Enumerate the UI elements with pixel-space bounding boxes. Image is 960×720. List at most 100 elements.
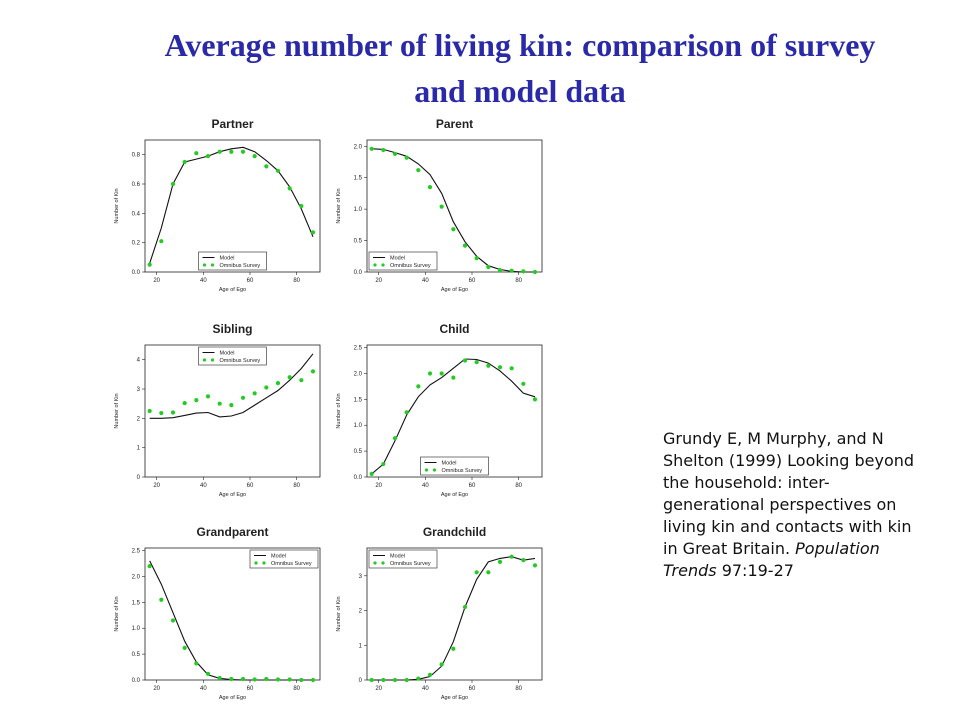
survey-data-point — [182, 645, 187, 651]
survey-data-point — [474, 256, 479, 261]
survey-data-point — [462, 243, 468, 248]
survey-data-point — [404, 677, 409, 683]
survey-data-point — [147, 564, 152, 569]
legend-model-label: Model — [220, 256, 235, 262]
legend-survey-swatch — [432, 468, 437, 472]
survey-data-point — [532, 563, 538, 568]
legend-survey-label: Omnibus Survey — [390, 561, 431, 567]
survey-data-point — [182, 400, 187, 406]
legend-survey-label: Omnibus Survey — [390, 263, 431, 269]
survey-data-point — [170, 410, 176, 415]
survey-data-point — [240, 149, 246, 154]
legend-survey-swatch — [202, 263, 207, 267]
chart-title: Sibling — [213, 322, 253, 336]
legend-survey-swatch — [210, 263, 215, 267]
legend-box — [198, 251, 267, 271]
plot-frame — [144, 139, 321, 273]
survey-data-point — [486, 363, 491, 368]
survey-data-point — [299, 203, 304, 209]
y-tick-label: 0.8 — [132, 153, 141, 159]
citation-authors: Grundy E, M Murphy, and N Shelton (1999) — [663, 429, 884, 470]
y-tick-label: 0 — [137, 475, 141, 481]
survey-data-point — [170, 618, 176, 623]
survey-data-point — [381, 147, 386, 153]
survey-data-point — [310, 677, 316, 683]
y-tick-label: 2.0 — [354, 371, 363, 377]
y-tick-label: 3 — [359, 574, 363, 580]
y-tick-label: 1.5 — [354, 397, 363, 403]
survey-data-point — [299, 378, 304, 383]
survey-data-point — [194, 661, 199, 666]
survey-data-point — [497, 268, 503, 273]
x-tick-label: 60 — [247, 483, 254, 489]
legend-survey-label: Omnibus Survey — [271, 561, 312, 567]
legend-survey-swatch — [381, 561, 385, 565]
legend-box — [368, 251, 438, 271]
legend-survey-swatch — [262, 561, 266, 565]
survey-data-point — [205, 394, 211, 399]
survey-data-point — [252, 391, 257, 396]
x-tick-label: 60 — [247, 278, 254, 284]
x-axis-label: Age of Ego — [441, 695, 468, 701]
x-tick-label: 80 — [293, 483, 300, 489]
survey-data-point — [381, 677, 386, 683]
plot-frame — [366, 547, 543, 681]
y-tick-label: 0.5 — [354, 239, 363, 245]
model-series-line — [149, 353, 314, 419]
legend-survey-swatch — [254, 561, 258, 565]
survey-data-point — [275, 168, 281, 173]
x-axis-label: Age of Ego — [441, 492, 468, 498]
x-tick-label: 80 — [293, 686, 300, 692]
y-tick-label: 1.0 — [354, 207, 363, 213]
survey-data-point — [416, 676, 421, 681]
survey-data-point — [439, 371, 444, 376]
survey-data-point — [205, 671, 211, 676]
legend-box — [198, 346, 267, 366]
y-tick-label: 2.5 — [132, 549, 141, 555]
survey-data-point — [194, 398, 199, 403]
legend-model-label: Model — [271, 554, 286, 560]
citation-article: Looking beyond the household: inter-gene… — [663, 451, 915, 558]
survey-data-point — [392, 677, 398, 683]
y-tick-label: 0.4 — [132, 211, 141, 217]
y-tick-label: 0.0 — [354, 270, 363, 276]
survey-data-point — [252, 677, 257, 682]
legend-survey-swatch — [373, 263, 377, 267]
chart-title: Grandparent — [196, 525, 268, 539]
y-tick-label: 3 — [137, 387, 141, 393]
survey-data-point — [509, 554, 514, 559]
survey-data-point — [521, 381, 526, 386]
x-tick-label: 60 — [469, 686, 476, 692]
legend-survey-swatch — [210, 358, 215, 362]
survey-data-point — [229, 676, 234, 682]
y-tick-label: 0.2 — [132, 241, 141, 247]
survey-data-point — [147, 262, 152, 267]
survey-data-point — [532, 397, 538, 402]
survey-data-point — [159, 597, 164, 602]
x-tick-label: 80 — [515, 278, 522, 284]
survey-data-point — [170, 181, 176, 187]
survey-data-point — [509, 268, 514, 273]
x-tick-label: 80 — [515, 686, 522, 692]
legend-model-label: Model — [390, 554, 405, 560]
survey-data-point — [299, 677, 304, 683]
legend-model-label: Model — [220, 351, 235, 357]
y-tick-label: 0.5 — [354, 449, 363, 455]
x-axis-label: Age of Ego — [441, 287, 468, 293]
y-tick-label: 1.5 — [354, 176, 363, 182]
x-tick-label: 40 — [422, 483, 429, 489]
survey-data-point — [451, 227, 456, 232]
y-tick-label: 0.0 — [132, 270, 141, 276]
y-tick-label: 4 — [137, 358, 141, 364]
legend-survey-label: Omnibus Survey — [220, 263, 261, 269]
survey-data-point — [369, 471, 374, 476]
x-tick-label: 60 — [469, 278, 476, 284]
chart-title: Child — [440, 322, 470, 336]
chart-parent: Parent 20 40 60 80 0.0 0.5 1.0 1.5 2.0 Age of Ego N… — [336, 117, 543, 293]
